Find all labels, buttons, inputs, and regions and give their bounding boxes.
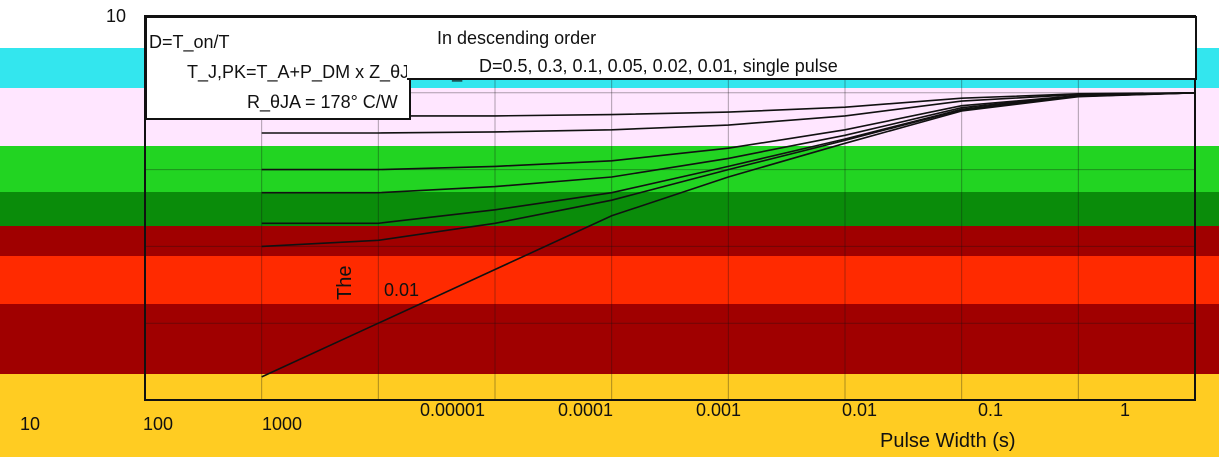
band-red-2 (0, 304, 1219, 374)
series-line-d-0-1 (261, 92, 1196, 171)
y-tick-label-001: 0.01 (384, 280, 420, 300)
x-tick-label-0.1: 0.1 (978, 400, 1004, 420)
annotation-order: In descending order (437, 28, 597, 48)
series-line-single-pulse (261, 92, 1196, 378)
annotation-box: In descending order D=0.5, 0.3, 0.1, 0.0… (407, 16, 1197, 80)
band-green (0, 192, 1219, 226)
annotation-duty-list: D=0.5, 0.3, 0.1, 0.05, 0.02, 0.01, singl… (479, 56, 838, 76)
y-tick-label-top: 10 (106, 6, 127, 26)
series-line-d-0-5 (261, 92, 1196, 117)
x-axis-label: Pulse Width (s) (880, 430, 1016, 452)
x-tick-label-0.00001: 0.00001 (420, 400, 486, 420)
x-tick-label-100: 100 (143, 414, 174, 434)
band-orange-red (0, 256, 1219, 304)
x-tick-label-10: 10 (20, 414, 41, 434)
x-tick-label-1000: 1000 (262, 414, 303, 434)
x-tick-label-0.01: 0.01 (842, 400, 878, 420)
x-tick-label-1: 1 (1120, 400, 1131, 420)
band-yellow (0, 374, 1219, 457)
band-red (0, 226, 1219, 256)
legend-line-rtheta: R_θJA = 178° C/W (247, 92, 398, 112)
legend-box: D=T_on/T T_J,PK=T_A+P_DM x Z_θJA x R_θJA… (145, 16, 493, 120)
legend-line-duty: D=T_on/T (149, 32, 230, 52)
series-line-d-0-3 (261, 92, 1196, 134)
y-axis-label: The (334, 265, 356, 300)
x-tick-label-0.0001: 0.0001 (558, 400, 614, 420)
band-bright-green (0, 146, 1219, 192)
x-tick-label-0.001: 0.001 (696, 400, 742, 420)
